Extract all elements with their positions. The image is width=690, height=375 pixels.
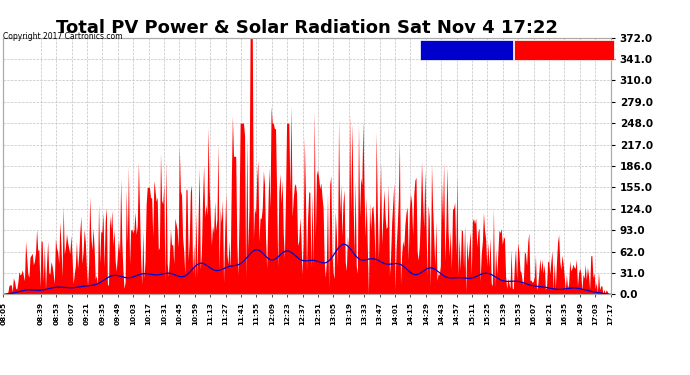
Title: Total PV Power & Solar Radiation Sat Nov 4 17:22: Total PV Power & Solar Radiation Sat Nov… bbox=[56, 20, 558, 38]
Text: Copyright 2017 Cartronics.com: Copyright 2017 Cartronics.com bbox=[3, 32, 123, 41]
Text: Radiation  (W/m2): Radiation (W/m2) bbox=[422, 46, 500, 55]
Text: PV Panels  (DC Watts): PV Panels (DC Watts) bbox=[516, 46, 611, 55]
